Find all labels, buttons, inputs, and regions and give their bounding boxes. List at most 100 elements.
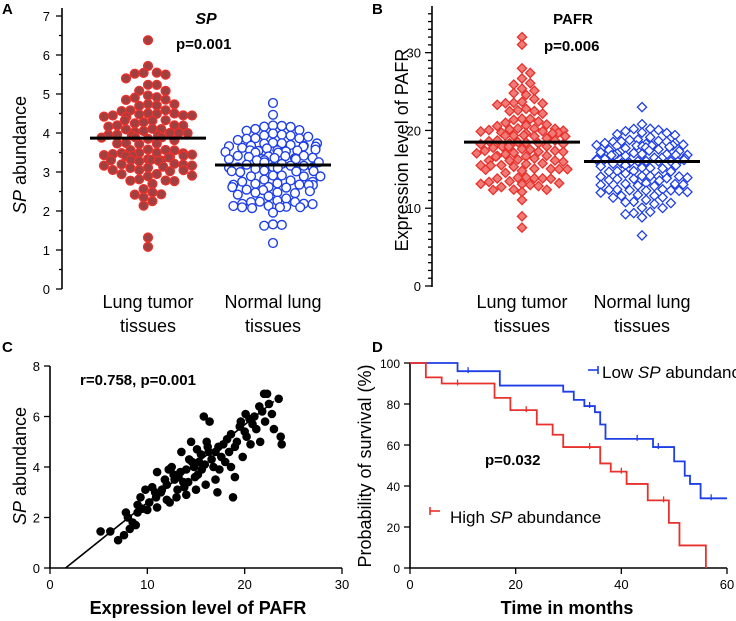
panel-b-point-0-109 xyxy=(541,184,553,196)
panel-c-point-70 xyxy=(242,432,251,442)
panel-b-point-0-107 xyxy=(495,181,507,193)
panel-d-legend-high: High SP abundance xyxy=(429,507,601,527)
panel-b-point-1-3 xyxy=(628,123,640,135)
panel-a-y-axis: 0 1 2 3 4 5 6 7 xyxy=(43,9,62,297)
panel-c-point-67 xyxy=(217,452,226,462)
panel-b-point-0-11 xyxy=(528,93,540,105)
panel-c-point-59 xyxy=(133,500,142,510)
panel-b-point-1-20 xyxy=(677,139,689,151)
panel-b-cat2-line2: tissues xyxy=(614,316,670,336)
panel-b-point-1-50 xyxy=(678,154,690,166)
panel-b-point-0-12 xyxy=(516,96,528,108)
panel-b-point-0-34 xyxy=(483,124,495,136)
panel-b-point-0-112 xyxy=(516,194,528,206)
panel-d-legend-low: Low SP abundance xyxy=(588,363,736,382)
panel-b-point-1-71 xyxy=(636,170,648,182)
panel-a-point-0-95 xyxy=(178,165,189,176)
panel-b-point-0-83 xyxy=(495,159,507,171)
panel-b-point-0-76 xyxy=(512,154,524,166)
panel-b-point-0-22 xyxy=(516,113,528,125)
panel-c-xtick-label-1: 10 xyxy=(140,577,154,592)
panel-b-point-0-24 xyxy=(508,114,520,126)
panel-a-pvalue: p=0.001 xyxy=(176,36,231,53)
panel-c-point-84 xyxy=(121,508,131,517)
panel-b-point-0-99 xyxy=(545,173,557,185)
panel-b-point-1-105 xyxy=(619,196,632,208)
panel-b-point-0-68 xyxy=(508,147,520,159)
panel-b-means xyxy=(464,140,700,164)
panel-b-point-0-90 xyxy=(561,163,573,175)
panel-b-point-1-83 xyxy=(619,178,632,190)
panel-b-point-0-95 xyxy=(512,172,524,184)
panel-a-cat1-line2: tissues xyxy=(120,316,176,336)
panel-a-point-0-13 xyxy=(129,92,140,103)
panel-a-point-0-38 xyxy=(112,120,123,131)
panel-b-pvalue: p=0.006 xyxy=(544,38,599,55)
panel-c-point-91 xyxy=(190,472,200,482)
panel-c-point-82 xyxy=(141,485,150,495)
panel-c-ylabel-text: SP abundance xyxy=(10,407,30,525)
panel-a-point-1-7 xyxy=(294,125,305,136)
panel-a-point-0-100 xyxy=(142,171,154,182)
panel-b-point-0-2 xyxy=(516,62,528,74)
panel-a-point-0-111 xyxy=(147,196,158,207)
panel-b-point-1-91 xyxy=(603,184,615,196)
panel-a-point-0-74 xyxy=(178,150,189,161)
panel-a-point-0-88 xyxy=(186,160,198,171)
panel-d-axes: 0 20 40 60 80 100 0 20 40 60 xyxy=(380,357,734,592)
panel-a-point-0-36 xyxy=(129,118,140,129)
panel-a-points xyxy=(96,35,326,253)
panel-a-point-1-110 xyxy=(267,207,279,218)
panel-a-point-0-26 xyxy=(134,109,145,120)
panel-a-point-1-10 xyxy=(276,129,287,140)
panel-a-point-1-71 xyxy=(245,171,257,182)
panel-c-annotation: r=0.758, p=0.001 xyxy=(80,372,196,389)
panel-a-point-0-103 xyxy=(125,175,136,186)
panel-c-point-51 xyxy=(213,488,222,497)
panel-c-point-63 xyxy=(176,467,185,477)
panel-b-point-1-49 xyxy=(591,154,603,166)
panel-b-point-0-27 xyxy=(541,119,553,131)
panel-c-point-83 xyxy=(131,520,140,530)
panel-d-ytick-label-1: 20 xyxy=(387,521,401,535)
panel-c-letter: C xyxy=(2,339,13,356)
panel-a-point-1-70 xyxy=(276,170,287,181)
panel-b-point-0-61 xyxy=(487,142,499,154)
panel-d-curve-0 xyxy=(410,362,727,500)
panel-b-point-1-34 xyxy=(595,146,607,158)
panel-a-point-0-3 xyxy=(138,67,149,79)
panel-a-point-0-114 xyxy=(142,241,154,253)
panel-b-point-0-60 xyxy=(503,141,515,153)
panel-c-point-71 xyxy=(251,424,261,434)
panel-b-point-1-30 xyxy=(652,143,665,155)
panel-b-point-1-79 xyxy=(611,173,623,185)
panel-a-cat2-line1: Normal lung xyxy=(224,292,321,312)
panel-c-ytick-label-1: 2 xyxy=(33,511,40,526)
panel-a-point-0-98 xyxy=(116,169,127,180)
panel-a-point-1-49 xyxy=(223,154,235,165)
panel-b-point-1-0 xyxy=(636,101,648,113)
panel-d-letter: D xyxy=(372,339,383,356)
panel-c-xlabel: Expression level of PAFR xyxy=(90,598,307,618)
panel-a-point-1-89 xyxy=(304,186,316,197)
panel-c-point-65 xyxy=(197,465,207,474)
panel-a-point-1-67 xyxy=(291,166,302,177)
panel-b-point-0-36 xyxy=(537,125,549,137)
panel-a-point-1-65 xyxy=(308,166,319,177)
legend-low-italic: SP xyxy=(638,363,661,382)
panel-b-point-1-108 xyxy=(636,202,648,214)
panel-b-point-0-85 xyxy=(485,160,497,172)
panel-b-point-0-71 xyxy=(541,150,553,162)
panel-b-point-0-110 xyxy=(487,184,499,196)
panel-a-point-1-86 xyxy=(281,182,292,193)
panel-b-point-0-5 xyxy=(524,77,536,89)
panel-a-point-0-10 xyxy=(160,85,171,97)
panel-a-point-0-35 xyxy=(138,117,149,128)
legend-high-pre: High xyxy=(450,508,490,527)
panel-b-point-1-72 xyxy=(644,170,656,182)
panel-a-cat2-line2: tissues xyxy=(245,316,301,336)
panel-b-point-0-13 xyxy=(508,97,520,109)
panel-d-ytick-label-5: 100 xyxy=(380,357,400,371)
panel-c-point-79 xyxy=(180,482,189,492)
panel-b-point-1-90 xyxy=(611,183,623,195)
